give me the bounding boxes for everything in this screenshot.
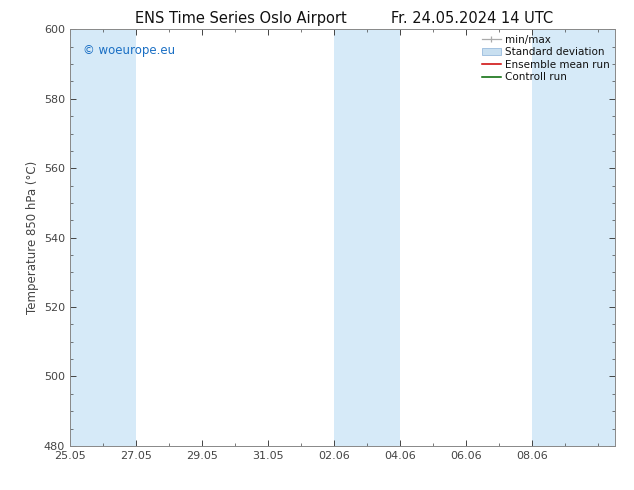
Text: ENS Time Series Oslo Airport: ENS Time Series Oslo Airport [135,11,347,26]
Y-axis label: Temperature 850 hPa (°C): Temperature 850 hPa (°C) [27,161,39,314]
Bar [533,29,615,446]
Bar [334,29,400,446]
Bar [70,29,136,446]
Legend: min/max, Standard deviation, Ensemble mean run, Controll run: min/max, Standard deviation, Ensemble me… [480,32,612,84]
Text: © woeurope.eu: © woeurope.eu [83,44,176,57]
Text: Fr. 24.05.2024 14 UTC: Fr. 24.05.2024 14 UTC [391,11,553,26]
